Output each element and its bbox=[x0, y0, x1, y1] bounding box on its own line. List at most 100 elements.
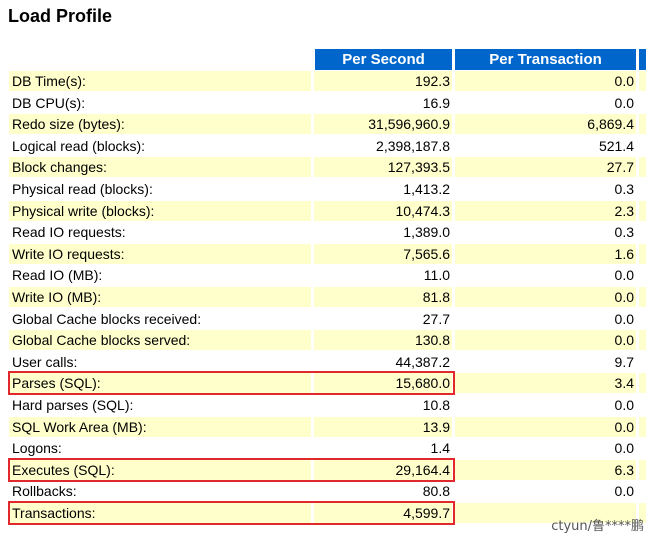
extra-cell bbox=[639, 200, 646, 221]
table-row: DB CPU(s): 16.9 0.0 bbox=[0, 93, 646, 115]
row-label: User calls: bbox=[12, 353, 78, 370]
per-second-value: 80.8 bbox=[422, 483, 450, 500]
per-second-value: 81.8 bbox=[314, 287, 452, 307]
table-row: Global Cache blocks served: 130.8 0.0 bbox=[0, 330, 646, 352]
table-row: Hard parses (SQL): 10.8 0.0 bbox=[0, 395, 646, 417]
row-label: Logons: bbox=[12, 440, 62, 457]
per-transaction-value: 0.3 bbox=[614, 224, 634, 241]
per-transaction-value: 521.4 bbox=[598, 137, 634, 154]
per-transaction-value: 6.3 bbox=[455, 459, 636, 480]
column-header-per-second: Per Second bbox=[315, 49, 452, 70]
row-label: DB Time(s): bbox=[9, 71, 311, 91]
per-transaction-value: 6,869.4 bbox=[455, 114, 636, 135]
extra-cell bbox=[639, 136, 646, 156]
extra-cell bbox=[639, 503, 646, 523]
per-second-value: 27.7 bbox=[422, 310, 450, 327]
table-row: DB Time(s): 192.3 0.0 bbox=[0, 71, 646, 93]
row-label: Physical write (blocks): bbox=[9, 200, 311, 221]
per-second-value: 15,680.0 bbox=[314, 373, 452, 394]
per-transaction-value: 0.0 bbox=[614, 440, 634, 457]
per-second-value: 192.3 bbox=[314, 71, 452, 91]
extra-cell bbox=[639, 309, 646, 329]
row-label: Parses (SQL): bbox=[9, 373, 311, 394]
per-second-value: 11.0 bbox=[423, 267, 450, 284]
per-second-value: 10.8 bbox=[422, 397, 450, 413]
per-transaction-value: 0.0 bbox=[614, 483, 634, 500]
per-second-value: 127,393.5 bbox=[314, 157, 452, 178]
table-row: Executes (SQL): 29,164.4 6.3 bbox=[0, 459, 646, 482]
per-transaction-value: 0.0 bbox=[614, 397, 634, 413]
per-second-value: 1,389.0 bbox=[403, 224, 450, 241]
per-second-value: 13.9 bbox=[314, 416, 452, 437]
table-row: Logical read (blocks): 2,398,187.8 521.4 bbox=[0, 136, 646, 158]
extra-cell bbox=[639, 373, 646, 394]
row-label: Executes (SQL): bbox=[9, 459, 311, 480]
per-second-value: 31,596,960.9 bbox=[314, 114, 452, 135]
page-title: Load Profile bbox=[8, 6, 113, 26]
table-row: SQL Work Area (MB): 13.9 0.0 bbox=[0, 416, 646, 439]
row-label: DB CPU(s): bbox=[12, 94, 86, 111]
table-row: Physical write (blocks): 10,474.3 2.3 bbox=[0, 200, 646, 223]
per-second-value: 4,599.7 bbox=[314, 503, 452, 523]
extra-cell bbox=[639, 179, 646, 199]
table-row: Rollbacks: 80.8 0.0 bbox=[0, 481, 646, 503]
per-transaction-value: 0.0 bbox=[614, 310, 634, 327]
per-second-value: 2,398,187.8 bbox=[376, 137, 450, 154]
row-label: Block changes: bbox=[9, 157, 311, 178]
watermark: ctyun/鲁****鹏 bbox=[551, 519, 644, 534]
extra-cell bbox=[639, 71, 646, 91]
extra-cell bbox=[639, 395, 646, 415]
extra-cell bbox=[639, 438, 646, 458]
extra-cell bbox=[639, 481, 646, 501]
row-label: SQL Work Area (MB): bbox=[9, 416, 311, 437]
per-second-value: 16.9 bbox=[422, 94, 450, 111]
table-row: Read IO requests: 1,389.0 0.3 bbox=[0, 222, 646, 244]
row-label: Physical read (blocks): bbox=[12, 181, 153, 197]
per-transaction-value: 27.7 bbox=[455, 157, 636, 178]
per-second-value: 7,565.6 bbox=[314, 243, 452, 264]
row-label: Transactions: bbox=[9, 503, 311, 523]
table-row: Redo size (bytes): 31,596,960.9 6,869.4 bbox=[0, 114, 646, 136]
per-transaction-value bbox=[455, 503, 636, 523]
table-row: Global Cache blocks received: 27.7 0.0 bbox=[0, 309, 646, 331]
row-label: Global Cache blocks received: bbox=[12, 310, 202, 327]
per-transaction-value: 1.6 bbox=[455, 243, 636, 264]
extra-cell bbox=[639, 93, 646, 113]
extra-cell bbox=[639, 459, 646, 480]
extra-cell bbox=[639, 416, 646, 437]
per-second-value: 10,474.3 bbox=[314, 200, 452, 221]
extra-cell bbox=[639, 157, 646, 178]
per-transaction-value: 0.0 bbox=[455, 416, 636, 437]
column-header-extra bbox=[639, 49, 646, 70]
table-row: Read IO (MB): 11.0 0.0 bbox=[0, 265, 646, 287]
row-label: Read IO requests: bbox=[12, 224, 126, 241]
table-row: Transactions: 4,599.7 bbox=[0, 503, 646, 525]
extra-cell bbox=[639, 265, 646, 285]
row-label: Write IO (MB): bbox=[9, 287, 311, 307]
table-row: Parses (SQL): 15,680.0 3.4 bbox=[0, 373, 646, 395]
extra-cell bbox=[639, 287, 646, 307]
per-transaction-value: 0.0 bbox=[455, 71, 636, 91]
row-label: Redo size (bytes): bbox=[9, 114, 311, 135]
per-second-value: 29,164.4 bbox=[314, 459, 452, 480]
per-transaction-value: 0.0 bbox=[455, 330, 636, 351]
extra-cell bbox=[639, 222, 646, 242]
table-row: Write IO requests: 7,565.6 1.6 bbox=[0, 243, 646, 266]
table-row: User calls: 44,387.2 9.7 bbox=[0, 352, 646, 374]
row-label: Read IO (MB): bbox=[12, 267, 103, 284]
extra-cell bbox=[639, 352, 646, 372]
row-label: Global Cache blocks served: bbox=[9, 330, 311, 351]
table-row: Logons: 1.4 0.0 bbox=[0, 438, 646, 460]
table-row: Physical read (blocks): 1,413.2 0.3 bbox=[0, 179, 646, 201]
per-transaction-value: 0.0 bbox=[455, 287, 636, 307]
row-label: Hard parses (SQL): bbox=[12, 397, 134, 413]
extra-cell bbox=[639, 243, 646, 264]
per-transaction-value: 0.0 bbox=[614, 267, 634, 284]
per-second-value: 1.4 bbox=[430, 440, 450, 457]
per-transaction-value: 3.4 bbox=[455, 373, 636, 394]
per-second-value: 1,413.2 bbox=[403, 181, 450, 197]
row-label: Logical read (blocks): bbox=[12, 137, 146, 154]
row-label: Write IO requests: bbox=[9, 243, 311, 264]
per-transaction-value: 0.0 bbox=[614, 94, 634, 111]
extra-cell bbox=[639, 114, 646, 135]
